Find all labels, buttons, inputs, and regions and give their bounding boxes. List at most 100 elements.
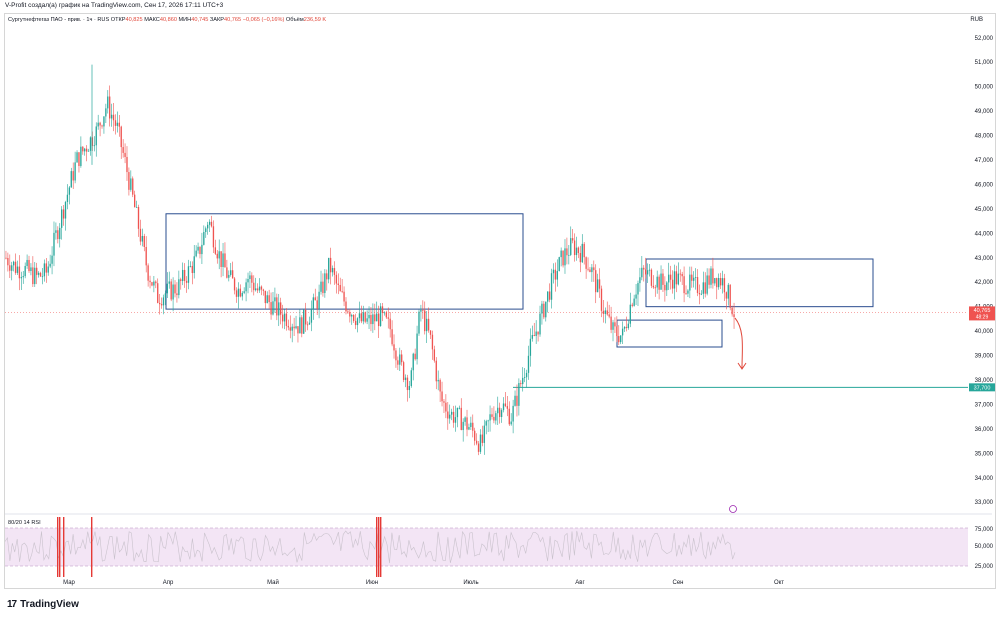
candle-body (675, 271, 678, 285)
volume-label: Объём (285, 17, 304, 23)
candle-body (356, 318, 359, 326)
candle-body (523, 377, 526, 378)
candle-body (343, 291, 345, 302)
x-tick-label: Авг (575, 580, 585, 586)
candle-body (452, 411, 455, 423)
arrow-drawing[interactable] (729, 317, 747, 513)
candle-body (560, 250, 562, 258)
currency-label[interactable]: RUB (970, 17, 983, 23)
candle-body (187, 266, 190, 283)
candle-body (481, 434, 484, 443)
y-tick-label: 46,000 (975, 182, 994, 188)
candle-body (183, 269, 186, 281)
candle-body (72, 171, 74, 181)
candle-body (262, 289, 265, 291)
candle-body (155, 281, 157, 284)
candle-body (717, 278, 720, 288)
candle-body (264, 290, 266, 304)
candle-body (489, 414, 491, 421)
candle-body (671, 279, 674, 289)
candle-body (395, 350, 397, 361)
volume-value: 236,59 K (303, 17, 327, 23)
candle-body (643, 267, 645, 270)
candle-body (646, 270, 649, 275)
time-axis[interactable]: Мар Апр Май Июн Июль Авг Сен Окт (63, 579, 784, 586)
tradingview-logo[interactable]: 17 TradingView (7, 599, 79, 610)
candle-body (389, 318, 391, 330)
rectangle-drawings[interactable] (165, 213, 874, 348)
candle-body (696, 277, 699, 293)
candle-body (358, 313, 361, 319)
y-tick-label: 51,000 (975, 60, 994, 66)
candle-body (623, 326, 626, 329)
candle-body (91, 137, 94, 146)
candle-body (153, 281, 155, 286)
candle-body (427, 318, 430, 331)
candle-body (648, 269, 651, 271)
support-level[interactable] (5, 312, 968, 388)
candle-body (243, 291, 245, 293)
candle-body (95, 126, 97, 146)
candle-body (472, 422, 474, 431)
candle-body (241, 292, 243, 297)
rsi-tick-label: 25,000 (975, 564, 994, 570)
level-badge-bg (969, 383, 995, 392)
candle-body (449, 414, 451, 419)
candle-body (210, 221, 213, 227)
rsi-signal-bar (376, 517, 378, 577)
candle-body (310, 309, 313, 323)
candle-body (354, 320, 357, 326)
candle-body (43, 263, 46, 277)
candle-body (658, 276, 660, 290)
chart-legend: Сургутнефтегаз ПАО - прив. · 1ч · RUS ОТ… (8, 17, 326, 23)
candle-body (368, 314, 370, 319)
candle-body (291, 326, 293, 331)
candle-body (174, 284, 176, 294)
candle-body (247, 278, 249, 283)
candle-body (644, 269, 647, 275)
candle-body (193, 256, 195, 274)
level-badge-value: 37,700 (974, 385, 991, 391)
rsi-tick-label: 50,000 (975, 544, 994, 550)
open-label: ОТКР (110, 17, 126, 23)
candle-body (170, 281, 172, 300)
candle-body (500, 410, 503, 418)
candle-body (285, 313, 288, 326)
candle-body (172, 284, 174, 300)
candle-body (124, 152, 126, 157)
candle-body (466, 417, 468, 430)
candle-body (708, 275, 710, 285)
candle-body (362, 312, 364, 322)
candle-body (228, 274, 230, 278)
candle-body (293, 326, 295, 329)
candle-body (141, 236, 144, 242)
candle-body (683, 276, 685, 294)
candle-body (218, 251, 220, 259)
candle-body (41, 276, 44, 278)
y-tick-label: 50,000 (975, 85, 994, 91)
candle-body (650, 269, 653, 286)
candle-body (318, 291, 320, 309)
candle-body (410, 370, 412, 386)
candle-body (445, 402, 447, 412)
rsi-label[interactable]: 80/20 14 RSI (8, 520, 41, 526)
candle-body (216, 253, 218, 259)
candle-body (625, 326, 628, 329)
candle-body (606, 310, 608, 315)
y-tick-label: 43,000 (975, 256, 994, 262)
candle-body (147, 265, 149, 281)
candle-body (339, 284, 341, 292)
rsi-signal-bar (59, 517, 61, 577)
candle-body (387, 317, 389, 319)
candle-body (239, 288, 242, 297)
candle-body (581, 243, 583, 263)
candle-body (566, 248, 568, 256)
price-axis[interactable]: 52,000 51,000 50,000 49,000 48,000 47,000 46,0… (975, 36, 994, 506)
candle-body (105, 108, 107, 117)
candle-body (700, 293, 703, 295)
candle-body (535, 331, 537, 337)
candle-body (618, 336, 620, 343)
candle-body (497, 407, 499, 414)
symbol-title[interactable]: Сургутнефтегаз ПАО - прив. · 1ч · RUS (8, 17, 110, 23)
